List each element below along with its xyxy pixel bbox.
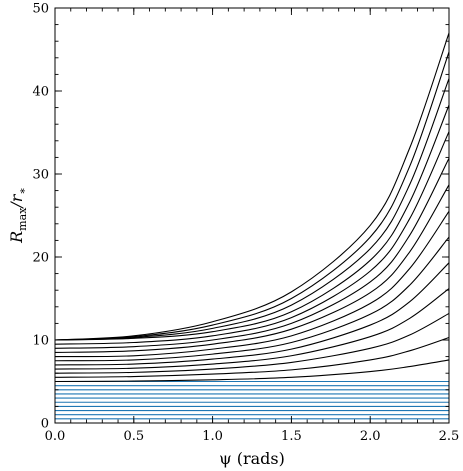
- y-axis-label-sub: max: [16, 207, 29, 231]
- y-tick-label-1: 10: [32, 334, 49, 349]
- y-tick-label-5: 50: [32, 2, 49, 17]
- black-series-line-20: [54, 104, 450, 341]
- plot-frame: [54, 7, 450, 424]
- black-series-line-19: [54, 131, 450, 345]
- y-tick-labels: 0 10 20 30 40 50: [32, 2, 49, 432]
- black-series-line-14: [54, 262, 450, 366]
- black-series-line-10: [54, 359, 450, 383]
- x-tick-label-3: 1.5: [281, 429, 302, 444]
- black-series-line-21: [54, 78, 450, 341]
- y-tick-label-2: 20: [32, 251, 49, 266]
- x-tick-label-1: 0.5: [123, 429, 144, 444]
- black-series-line-17: [54, 184, 450, 353]
- x-axis-label: ψ (rads): [219, 449, 285, 468]
- x-tick-label-5: 2.5: [439, 429, 460, 444]
- black-series-line-12: [54, 312, 450, 374]
- series-layer: [54, 32, 450, 420]
- black-series-line-15: [54, 236, 450, 362]
- black-series-line-18: [54, 157, 450, 349]
- black-series-line-16: [54, 211, 450, 358]
- x-tick-label-4: 2.0: [360, 429, 381, 444]
- y-axis-label-main: R: [7, 231, 26, 244]
- black-series-line-23: [54, 32, 450, 341]
- y-tick-label-0: 0: [41, 417, 49, 432]
- x-tick-label-0: 0.0: [45, 429, 66, 444]
- black-series-line-13: [54, 288, 450, 370]
- y-axis-label-star: ∗: [16, 187, 29, 194]
- y-tick-label-3: 30: [32, 168, 49, 183]
- x-tick-labels: 0.0 0.5 1.0 1.5 2.0 2.5: [45, 429, 460, 444]
- plot-background: [55, 8, 449, 423]
- black-series-line-22: [54, 51, 450, 341]
- x-tick-label-2: 1.0: [202, 429, 223, 444]
- y-tick-label-4: 40: [32, 85, 49, 100]
- y-axis-label-rest: /r: [7, 193, 26, 209]
- black-series-line-11: [54, 336, 450, 378]
- y-axis-label: Rmax/r∗: [7, 187, 29, 244]
